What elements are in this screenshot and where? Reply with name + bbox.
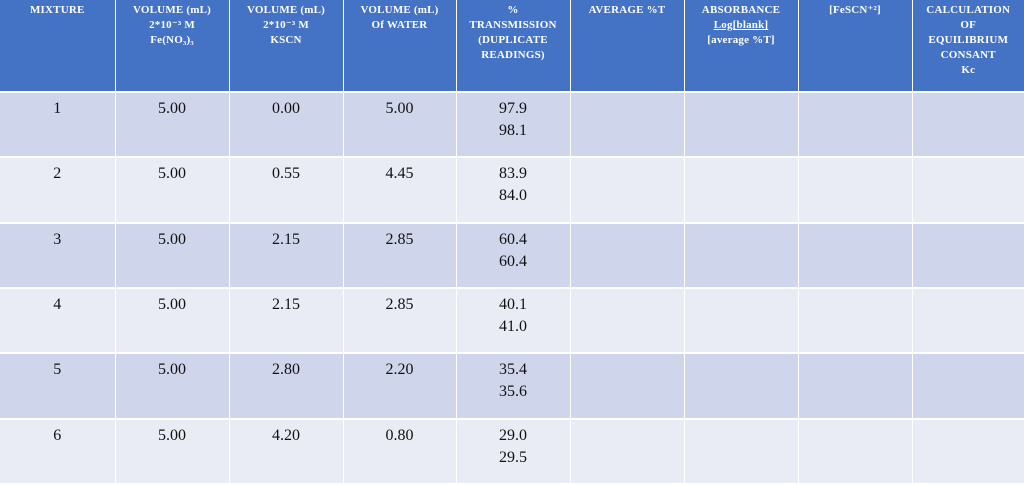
- cell-kc: [912, 418, 1024, 485]
- cell-mixture: 3: [0, 222, 116, 289]
- cell-water-volume: 0.80: [343, 418, 457, 485]
- cell-transmission: 83.9 84.0: [456, 157, 571, 224]
- cell-transmission: 40.1 41.0: [456, 287, 571, 355]
- cell-mixture: 1: [0, 92, 116, 159]
- cell-kc: [912, 287, 1024, 355]
- header-mixture: MIXTURE: [0, 0, 116, 93]
- cell-absorbance: [684, 157, 799, 224]
- cell-water-volume: 2.85: [343, 287, 457, 355]
- cell-fe-volume: 5.00: [115, 222, 230, 289]
- cell-average-t: [570, 157, 685, 224]
- table-body: 1 5.00 0.00 5.00 97.9 98.1 2 5.00 0.55 4.45 83.9 84…: [0, 92, 1024, 485]
- table-row: 3 5.00 2.15 2.85 60.4 60.4: [0, 222, 1024, 289]
- transmission-reading: 98.1: [499, 122, 527, 139]
- transmission-reading: 83.9: [499, 165, 527, 183]
- cell-fe-volume: 5.00: [115, 287, 230, 355]
- cell-mixture: 5: [0, 353, 116, 420]
- cell-water-volume: 2.20: [343, 353, 457, 420]
- cell-kscn-volume: 2.80: [229, 353, 344, 420]
- header-row: MIXTURE VOLUME (mL) 2*10⁻³ M Fe(NO₃)₃ VO…: [0, 0, 1024, 93]
- cell-fescn-concentration: [798, 222, 913, 289]
- cell-absorbance: [684, 222, 799, 289]
- cell-transmission: 97.9 98.1: [456, 92, 571, 159]
- cell-fe-volume: 5.00: [115, 157, 230, 224]
- cell-kc: [912, 353, 1024, 420]
- cell-average-t: [570, 92, 685, 159]
- header-fescn-concentration: [FeSCN⁺²]: [798, 0, 913, 93]
- table-row: 1 5.00 0.00 5.00 97.9 98.1: [0, 92, 1024, 159]
- cell-average-t: [570, 222, 685, 289]
- transmission-reading: 41.0: [499, 317, 527, 335]
- cell-average-t: [570, 287, 685, 355]
- header-water-volume: VOLUME (mL) Of WATER: [343, 0, 457, 93]
- cell-kc: [912, 222, 1024, 289]
- cell-mixture: 6: [0, 418, 116, 485]
- cell-average-t: [570, 418, 685, 485]
- header-fe-volume: VOLUME (mL) 2*10⁻³ M Fe(NO₃)₃: [115, 0, 230, 93]
- transmission-reading: 60.4: [499, 252, 527, 270]
- transmission-reading: 40.1: [499, 295, 527, 313]
- cell-fescn-concentration: [798, 92, 913, 159]
- cell-absorbance: [684, 287, 799, 355]
- cell-transmission: 35.4 35.6: [456, 353, 571, 420]
- header-absorbance: ABSORBANCE Log[blank] [average %T]: [684, 0, 799, 93]
- cell-kc: [912, 92, 1024, 159]
- cell-absorbance: [684, 353, 799, 420]
- cell-kscn-volume: 0.55: [229, 157, 344, 224]
- cell-fe-volume: 5.00: [115, 418, 230, 485]
- transmission-reading: 35.6: [499, 383, 527, 401]
- cell-fe-volume: 5.00: [115, 353, 230, 420]
- header-average-t: AVERAGE %T: [570, 0, 685, 93]
- header-kc-calculation: CALCULATION OF EQUILIBRIUM CONSANT Kc: [912, 0, 1024, 93]
- cell-absorbance: [684, 418, 799, 485]
- cell-transmission: 60.4 60.4: [456, 222, 571, 289]
- transmission-reading: 97.9: [499, 100, 527, 117]
- cell-fe-volume: 5.00: [115, 92, 230, 159]
- table-row: 4 5.00 2.15 2.85 40.1 41.0: [0, 287, 1024, 355]
- cell-fescn-concentration: [798, 418, 913, 485]
- cell-water-volume: 5.00: [343, 92, 457, 159]
- cell-kc: [912, 157, 1024, 224]
- table-row: 2 5.00 0.55 4.45 83.9 84.0: [0, 157, 1024, 224]
- cell-transmission: 29.0 29.5: [456, 418, 571, 485]
- cell-kscn-volume: 2.15: [229, 222, 344, 289]
- transmission-reading: 35.4: [499, 361, 527, 379]
- cell-fescn-concentration: [798, 353, 913, 420]
- cell-fescn-concentration: [798, 157, 913, 224]
- transmission-reading: 29.5: [499, 448, 527, 466]
- cell-absorbance: [684, 92, 799, 159]
- cell-kscn-volume: 4.20: [229, 418, 344, 485]
- cell-kscn-volume: 2.15: [229, 287, 344, 355]
- cell-mixture: 2: [0, 157, 116, 224]
- header-kscn-volume: VOLUME (mL) 2*10⁻³ M KSCN: [229, 0, 344, 93]
- cell-water-volume: 4.45: [343, 157, 457, 224]
- transmission-reading: 29.0: [499, 426, 527, 444]
- transmission-reading: 84.0: [499, 187, 527, 205]
- table-row: 6 5.00 4.20 0.80 29.0 29.5: [0, 418, 1024, 485]
- cell-water-volume: 2.85: [343, 222, 457, 289]
- header-transmission: % TRANSMISSION (DUPLICATE READINGS): [456, 0, 571, 93]
- cell-mixture: 4: [0, 287, 116, 355]
- transmission-reading: 60.4: [499, 230, 527, 248]
- cell-average-t: [570, 353, 685, 420]
- cell-fescn-concentration: [798, 287, 913, 355]
- table-row: 5 5.00 2.80 2.20 35.4 35.6: [0, 353, 1024, 420]
- cell-kscn-volume: 0.00: [229, 92, 344, 159]
